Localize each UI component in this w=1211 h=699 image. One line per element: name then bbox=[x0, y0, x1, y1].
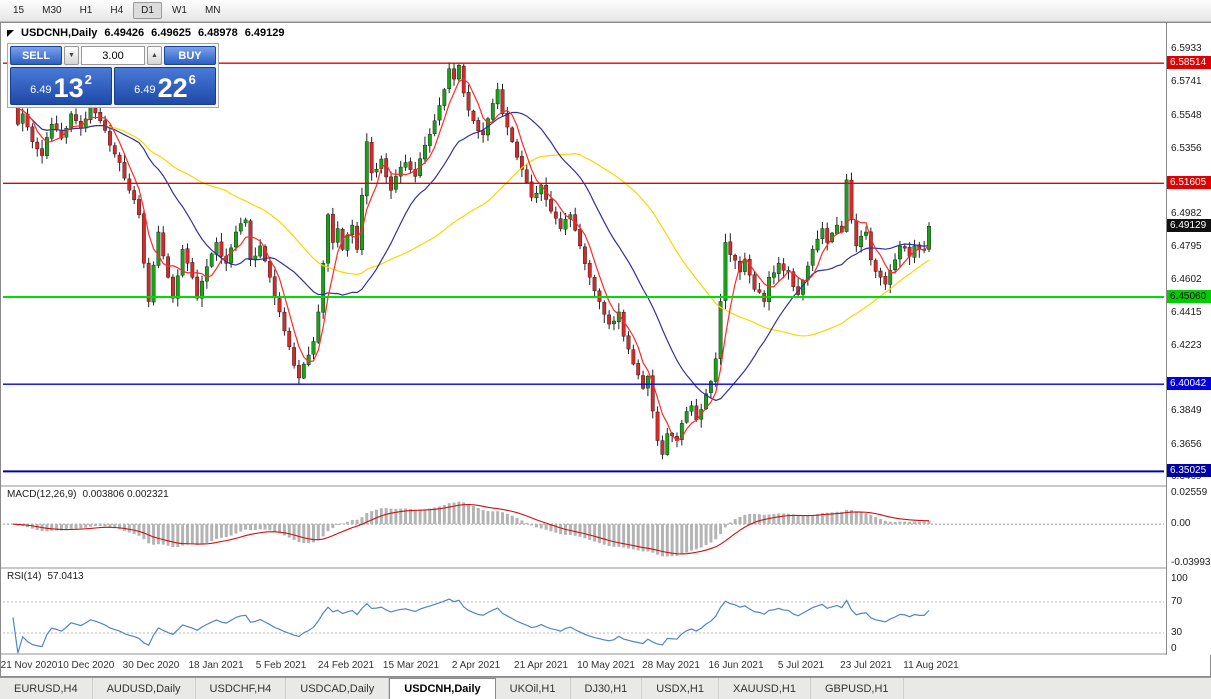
date-label: 23 Jul 2021 bbox=[840, 660, 892, 671]
macd-label: MACD(12,26,9) bbox=[7, 489, 77, 500]
volume-increase-button[interactable]: ▲ bbox=[147, 46, 162, 65]
chart-tab-xauusd[interactable]: XAUUSD,H1 bbox=[719, 678, 811, 699]
sell-button[interactable]: SELL bbox=[10, 46, 62, 65]
timeframe-button-w1[interactable]: W1 bbox=[171, 5, 187, 16]
candlestick-chart[interactable] bbox=[1, 23, 1166, 655]
buy-price-display[interactable]: 6.49 22 6 bbox=[114, 67, 216, 105]
price-badge: 6.49129 bbox=[1167, 219, 1211, 233]
price-axis-label: 6.4223 bbox=[1171, 340, 1202, 352]
date-label: 11 Aug 2021 bbox=[903, 660, 959, 671]
timeframe-button-mn[interactable]: MN bbox=[204, 5, 221, 16]
buy-price-pips: 22 bbox=[157, 73, 188, 103]
rsi-axis-label: 0 bbox=[1171, 643, 1177, 654]
price-axis: 6.5933 6.5741 6.5548 6.5356 6.4982 6.4795 6.46… bbox=[1166, 23, 1211, 655]
rsi-value: 57.0413 bbox=[47, 571, 84, 582]
price-axis-label: 6.5741 bbox=[1171, 76, 1202, 88]
one-click-trading-panel: SELL ▼ ▲ BUY 6.49 13 2 6.49 22 6 bbox=[7, 43, 219, 108]
macd-axis-min: -0.03993 bbox=[1171, 557, 1211, 568]
date-label: 10 Dec 2020 bbox=[57, 660, 115, 671]
chart-arrow-icon bbox=[7, 29, 14, 37]
sell-price-pips: 13 bbox=[53, 73, 84, 103]
chart-tab-usdchf[interactable]: USDCHF,H4 bbox=[196, 678, 287, 699]
chart-tab-usdx[interactable]: USDX,H1 bbox=[642, 678, 719, 699]
price-badge: 6.51605 bbox=[1167, 176, 1211, 190]
buy-price-frac: 6 bbox=[188, 72, 196, 87]
date-axis: 21 Nov 2020 10 Dec 2020 30 Dec 2020 18 Jan … bbox=[1, 655, 1166, 676]
macd-header: MACD(12,26,9) 0.003806 0.002321 bbox=[7, 489, 169, 500]
chart-tab-usdcnh[interactable]: USDCNH,Daily bbox=[389, 678, 496, 699]
price-axis-label: 6.5548 bbox=[1171, 109, 1202, 121]
price-badge: 6.58514 bbox=[1167, 56, 1211, 70]
date-label: 21 Apr 2021 bbox=[514, 660, 568, 671]
date-label: 21 Nov 2020 bbox=[0, 660, 58, 671]
date-label: 5 Feb 2021 bbox=[255, 660, 307, 671]
buy-button[interactable]: BUY bbox=[164, 46, 216, 65]
price-axis-label: 6.5933 bbox=[1171, 43, 1202, 55]
sell-price-frac: 2 bbox=[84, 72, 92, 87]
chart-tab-ukoil[interactable]: UKOil,H1 bbox=[496, 678, 571, 699]
chart-tab-audusd[interactable]: AUDUSD,Daily bbox=[93, 678, 196, 699]
rsi-header: RSI(14) 57.0413 bbox=[7, 571, 84, 582]
price-axis-label: 6.4602 bbox=[1171, 274, 1202, 286]
date-label: 5 Jul 2021 bbox=[777, 660, 825, 671]
timeframe-button-d1[interactable]: D1 bbox=[133, 2, 162, 19]
price-badge: 6.45060 bbox=[1167, 290, 1211, 304]
timeframe-toolbar: 15 M30 H1 H4 D1 W1 MN bbox=[0, 0, 1211, 22]
date-label: 10 May 2021 bbox=[577, 660, 635, 671]
rsi-axis-label: 100 bbox=[1171, 572, 1188, 584]
price-badge: 6.40042 bbox=[1167, 377, 1211, 391]
date-label: 28 May 2021 bbox=[642, 660, 700, 671]
macd-values: 0.003806 0.002321 bbox=[82, 489, 169, 500]
rsi-label: RSI(14) bbox=[7, 571, 42, 582]
price-axis-label: 6.3849 bbox=[1171, 405, 1202, 417]
price-axis-label: 6.3656 bbox=[1171, 438, 1202, 450]
chart-header: USDCNH,Daily 6.49426 6.49625 6.48978 6.4… bbox=[7, 27, 284, 39]
date-label: 16 Jun 2021 bbox=[708, 660, 764, 671]
price-badge: 6.35025 bbox=[1167, 464, 1211, 478]
low-value: 6.48978 bbox=[197, 27, 238, 39]
volume-decrease-button[interactable]: ▼ bbox=[64, 46, 79, 65]
rsi-axis-label: 30 bbox=[1171, 627, 1183, 638]
macd-axis-zero: 0.00 bbox=[1171, 518, 1191, 530]
timeframe-button-h4[interactable]: H4 bbox=[110, 5, 124, 16]
buy-price-base: 6.49 bbox=[134, 84, 156, 96]
chart-tab-eurusd[interactable]: EURUSD,H4 bbox=[0, 678, 93, 699]
date-label: 18 Jan 2021 bbox=[188, 660, 244, 671]
chart-tab-bar: EURUSD,H4 AUDUSD,Daily USDCHF,H4 USDCAD,Dai… bbox=[0, 677, 1211, 699]
open-value: 6.49426 bbox=[104, 27, 145, 39]
sell-price-base: 6.49 bbox=[30, 84, 52, 96]
date-label: 24 Feb 2021 bbox=[317, 660, 375, 671]
price-axis-label: 6.5356 bbox=[1171, 143, 1202, 155]
volume-input[interactable] bbox=[81, 46, 145, 65]
chart-tab-gbpusd[interactable]: GBPUSD,H1 bbox=[811, 678, 904, 699]
high-value: 6.49625 bbox=[151, 27, 191, 39]
price-axis-label: 6.4982 bbox=[1171, 208, 1202, 220]
close-value: 6.49129 bbox=[244, 27, 285, 39]
chart-window[interactable]: USDCNH,Daily 6.49426 6.49625 6.48978 6.4… bbox=[0, 22, 1211, 677]
timeframe-button-15[interactable]: 15 bbox=[13, 5, 25, 16]
macd-axis-max: 0.02559 bbox=[1171, 487, 1208, 498]
chart-symbol-period: USDCNH,Daily bbox=[21, 27, 98, 39]
price-axis-label: 6.4795 bbox=[1171, 240, 1202, 252]
timeframe-button-h1[interactable]: H1 bbox=[79, 5, 93, 16]
price-axis-label: 6.4415 bbox=[1171, 306, 1202, 318]
date-label: 2 Apr 2021 bbox=[451, 660, 501, 671]
date-label: 30 Dec 2020 bbox=[122, 660, 180, 671]
rsi-axis-label: 70 bbox=[1171, 596, 1183, 607]
timeframe-button-m30[interactable]: M30 bbox=[42, 5, 62, 16]
chart-tab-dj30[interactable]: DJ30,H1 bbox=[571, 678, 643, 699]
chart-tab-usdcad[interactable]: USDCAD,Daily bbox=[286, 678, 390, 699]
date-label: 15 Mar 2021 bbox=[382, 660, 440, 671]
sell-price-display[interactable]: 6.49 13 2 bbox=[10, 67, 112, 105]
